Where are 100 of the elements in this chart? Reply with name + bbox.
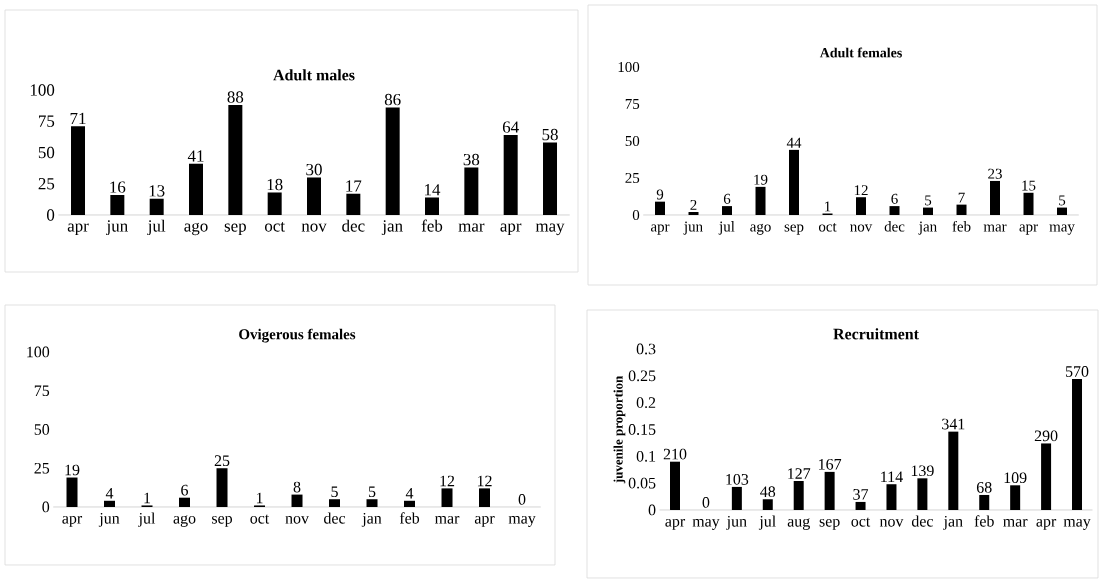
data-label: 5 [1059,195,1066,206]
y-tick-label: 0.25 [628,370,656,382]
bar [71,126,86,215]
data-label: 16 [110,181,126,193]
bar [1041,443,1052,510]
data-label: 6 [723,193,731,204]
bar [228,104,243,215]
y-tick-label: 50 [625,135,640,147]
bar [824,471,835,510]
bar [110,194,125,215]
data-label: 5 [925,195,932,206]
chart-title: Recruitment [833,328,919,340]
bar [855,501,866,510]
data-label: 1 [256,492,263,504]
bar [329,499,341,507]
y-tick-label: 0 [648,504,656,516]
x-tick-label: apr [474,515,495,527]
x-tick-label: apr [500,223,522,236]
x-tick-label: nov [879,518,904,527]
y-tick-label: 0.1 [636,450,656,462]
y-tick-label: 75 [625,99,640,109]
y-tick-label: 0.2 [636,397,656,409]
data-label: 64 [502,121,519,133]
x-tick-label: feb [421,219,443,232]
data-label: 4 [105,488,114,499]
data-label: 8 [293,481,301,493]
x-tick-label: nov [301,223,327,232]
bar [366,499,378,507]
annotation: 290 [1034,430,1058,442]
x-tick-label: apr [651,224,670,235]
x-tick-label: jan [361,512,382,527]
bar [425,197,440,215]
bar [670,461,681,510]
x-tick-label: jun [98,512,120,527]
data-label: 13 [149,185,165,197]
bar [267,192,282,215]
bar [688,212,699,215]
x-tick-label: jan [943,515,963,530]
bar [990,180,1001,215]
x-tick-label: aug [787,518,810,530]
y-tick-label: 0 [42,501,50,513]
x-tick-label: sep [784,224,804,235]
x-tick-label: dec [342,219,365,232]
data-label: 5 [368,486,376,498]
chart-title: Adult males [273,69,355,81]
x-tick-label: may [1063,518,1091,530]
x-tick-label: oct [851,517,871,527]
x-tick-label: jan [381,220,403,236]
y-tick-label: 25 [625,172,640,183]
y-axis-title: juvenile proportion [613,376,626,484]
x-tick-label: apr [665,518,686,530]
data-label: 41 [187,150,204,162]
data-label: 30 [306,163,322,176]
bar [404,500,416,507]
bar [889,206,900,215]
x-tick-label: nov [285,515,309,524]
data-label: 4 [405,488,414,499]
annotation: 103 [726,473,749,485]
bar [979,494,990,510]
x-tick-label: mar [1003,518,1028,527]
y-tick-label: 50 [38,146,55,159]
bar [731,486,742,510]
bar [856,197,867,215]
x-tick-label: sep [224,223,246,236]
x-tick-label: apr [1036,518,1057,530]
annotation: 48 [760,486,776,498]
data-label: 25 [214,455,230,467]
y-tick-label: 0.05 [628,477,656,489]
bar [307,177,322,215]
chart-title: Ovigerous females [239,328,356,343]
annotation: 127 [788,468,811,479]
bar [793,481,804,510]
y-tick-label: 100 [618,61,640,73]
x-tick-label: jun [726,515,747,530]
y-tick-label: 0.3 [636,343,656,355]
x-tick-label: may [508,515,536,527]
annotation: 341 [942,418,965,430]
bar [66,477,78,507]
x-tick-label: ago [184,222,208,236]
x-tick-label: mar [458,223,485,232]
data-label: 12 [854,185,868,196]
x-tick-label: ago [173,515,196,527]
data-label: 1 [144,492,151,504]
bar [346,193,361,215]
data-label: 6 [181,484,189,496]
x-tick-label: apr [1019,224,1038,235]
x-tick-label: dec [324,512,346,524]
x-tick-label: feb [399,512,420,524]
bar [1010,485,1021,510]
x-tick-label: oct [264,221,285,232]
y-tick-label: 0 [632,209,640,221]
data-label: 14 [425,184,441,196]
data-label: 19 [65,464,80,476]
bar [464,167,479,215]
x-tick-label: jun [683,221,703,235]
annotation: 68 [976,482,992,493]
data-label: 44 [786,137,802,148]
bar [655,201,666,215]
y-tick-label: 25 [38,178,55,190]
y-tick-label: 75 [34,385,50,397]
